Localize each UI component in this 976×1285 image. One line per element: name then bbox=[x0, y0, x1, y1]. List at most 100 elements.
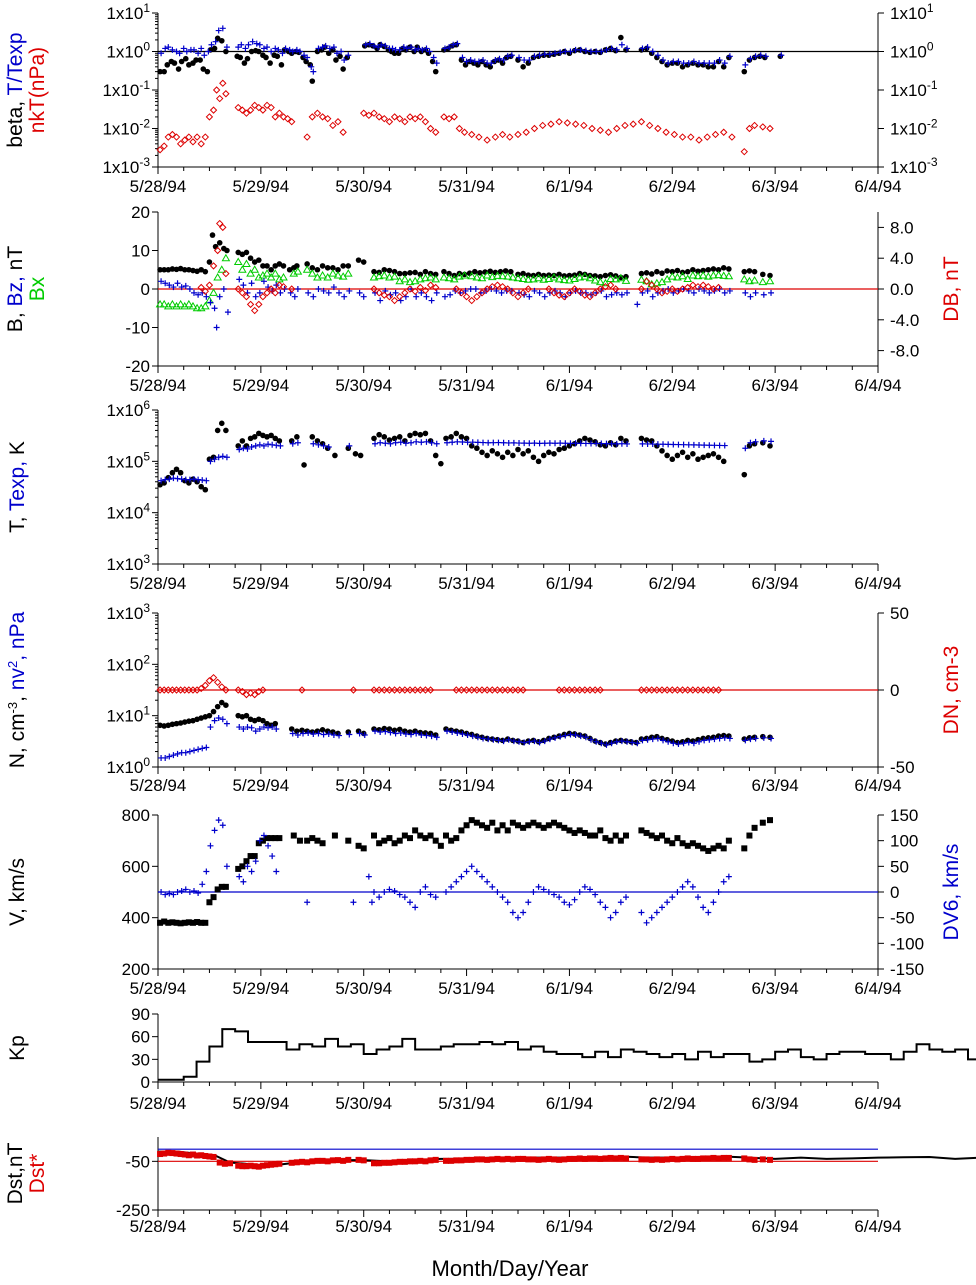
data-point bbox=[759, 1156, 766, 1163]
data-point bbox=[587, 832, 593, 839]
data-point bbox=[288, 438, 295, 444]
data-point bbox=[637, 118, 646, 126]
data-point bbox=[458, 827, 465, 834]
data-point bbox=[653, 909, 660, 916]
data-point bbox=[530, 1156, 537, 1163]
data-point bbox=[214, 703, 221, 710]
data-point bbox=[504, 285, 512, 293]
data-point bbox=[377, 729, 384, 736]
data-point bbox=[531, 440, 538, 447]
data-point bbox=[514, 130, 522, 139]
y-axis-label: N, cm-3, nv2, nPa bbox=[5, 611, 30, 768]
data-point bbox=[684, 268, 691, 275]
data-point bbox=[169, 266, 176, 272]
data-point bbox=[169, 1150, 176, 1157]
data-point bbox=[637, 275, 646, 283]
data-point bbox=[560, 686, 568, 694]
series bbox=[197, 219, 723, 315]
data-point bbox=[705, 909, 712, 916]
data-point bbox=[638, 435, 645, 442]
data-point bbox=[705, 847, 712, 854]
data-point bbox=[421, 273, 430, 282]
data-point bbox=[309, 835, 316, 842]
data-point bbox=[381, 434, 388, 440]
data-point bbox=[581, 291, 589, 299]
series bbox=[157, 817, 773, 927]
data-point bbox=[224, 309, 231, 316]
data-point bbox=[664, 452, 670, 459]
x-tick-label: 6/3/94 bbox=[752, 177, 799, 196]
data-point bbox=[549, 272, 559, 281]
data-point bbox=[238, 289, 247, 297]
data-point bbox=[499, 60, 506, 66]
data-point bbox=[215, 454, 222, 461]
y-tick-label: -10 bbox=[125, 319, 150, 338]
data-point bbox=[203, 744, 210, 751]
data-point bbox=[303, 133, 311, 141]
data-point bbox=[695, 1155, 701, 1162]
data-point bbox=[536, 289, 543, 296]
y-tick-label: 1x106 bbox=[106, 398, 150, 420]
x-tick-label: 6/2/94 bbox=[649, 574, 696, 593]
data-point bbox=[741, 736, 748, 742]
data-point bbox=[653, 285, 661, 293]
data-point bbox=[580, 121, 588, 130]
data-point bbox=[242, 45, 249, 52]
data-point bbox=[582, 47, 589, 54]
data-point bbox=[401, 894, 408, 901]
data-point bbox=[705, 64, 712, 70]
data-point bbox=[695, 894, 701, 901]
data-point bbox=[726, 54, 732, 61]
data-point bbox=[545, 285, 553, 293]
data-point bbox=[319, 727, 326, 733]
data-point bbox=[218, 699, 225, 706]
data-point bbox=[768, 289, 775, 296]
data-point bbox=[577, 46, 584, 53]
data-point bbox=[280, 263, 287, 269]
data-point bbox=[341, 57, 348, 64]
x-tick-label: 6/4/94 bbox=[854, 776, 901, 795]
data-point bbox=[191, 747, 197, 754]
data-point bbox=[485, 439, 492, 446]
data-point bbox=[396, 114, 404, 123]
data-point bbox=[310, 293, 317, 300]
data-point bbox=[588, 124, 596, 133]
data-point bbox=[482, 271, 492, 279]
data-point bbox=[325, 444, 332, 451]
data-point bbox=[659, 270, 665, 277]
data-point bbox=[689, 1155, 696, 1162]
data-point bbox=[418, 289, 425, 296]
data-point bbox=[659, 448, 665, 454]
data-point bbox=[309, 1158, 316, 1165]
data-point bbox=[767, 817, 773, 824]
data-point bbox=[335, 266, 341, 273]
data-point bbox=[248, 868, 255, 875]
data-point bbox=[499, 454, 506, 461]
data-point bbox=[396, 837, 403, 844]
data-point bbox=[294, 286, 301, 292]
data-point bbox=[550, 289, 558, 297]
data-point bbox=[322, 42, 329, 49]
data-point bbox=[516, 440, 523, 447]
x-tick-label: 5/28/94 bbox=[130, 376, 187, 395]
data-point bbox=[198, 483, 204, 490]
data-point bbox=[572, 440, 579, 447]
data-point bbox=[649, 736, 656, 743]
data-point bbox=[726, 53, 733, 60]
data-point bbox=[370, 109, 378, 117]
data-point bbox=[777, 53, 784, 60]
data-point bbox=[368, 899, 375, 906]
data-point bbox=[649, 293, 656, 300]
data-point bbox=[264, 44, 271, 51]
data-point bbox=[520, 270, 526, 277]
data-point bbox=[525, 822, 532, 829]
data-point bbox=[387, 729, 394, 736]
data-point bbox=[654, 268, 660, 275]
data-point bbox=[751, 824, 758, 831]
data-point bbox=[473, 292, 481, 301]
data-point bbox=[602, 272, 609, 279]
data-point bbox=[607, 1154, 614, 1161]
series bbox=[158, 437, 775, 484]
data-point bbox=[264, 1162, 271, 1169]
data-point bbox=[401, 832, 408, 839]
